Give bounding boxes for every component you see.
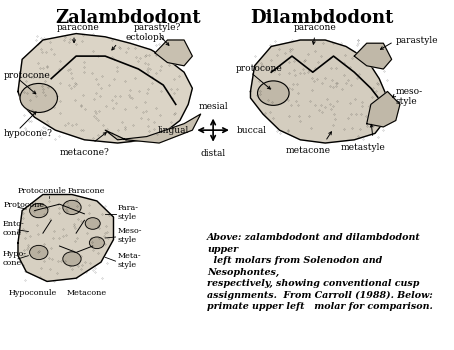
Circle shape	[85, 218, 100, 229]
Text: lingual: lingual	[158, 126, 189, 135]
Circle shape	[63, 252, 81, 266]
Polygon shape	[155, 40, 192, 66]
Text: metacone?: metacone?	[59, 148, 109, 157]
Circle shape	[257, 81, 289, 105]
Text: Dilambdodont: Dilambdodont	[251, 9, 394, 27]
Text: paracone: paracone	[57, 23, 99, 32]
Text: metastyle: metastyle	[340, 143, 385, 152]
Text: hypocone?: hypocone?	[4, 129, 52, 138]
Text: Hypoconule: Hypoconule	[9, 289, 57, 298]
Text: protocone: protocone	[236, 64, 283, 74]
Text: distal: distal	[201, 149, 226, 159]
Text: parastyle?: parastyle?	[133, 23, 181, 32]
Text: metacone: metacone	[286, 146, 331, 155]
Text: Zalambdodont: Zalambdodont	[55, 9, 201, 27]
Text: parastyle: parastyle	[396, 35, 438, 44]
Text: Paracone: Paracone	[68, 187, 105, 195]
Polygon shape	[354, 43, 392, 69]
Polygon shape	[105, 114, 201, 143]
Text: Para-
style: Para- style	[118, 204, 138, 221]
Polygon shape	[18, 34, 192, 143]
Text: Meta-
style: Meta- style	[118, 252, 141, 269]
Polygon shape	[251, 40, 387, 143]
Text: Above: zalambdodont and dilambdodont upper
  left molars from Solenodon and Neso: Above: zalambdodont and dilambdodont upp…	[207, 233, 433, 311]
Text: Protoconule: Protoconule	[18, 187, 67, 195]
Circle shape	[30, 245, 48, 260]
Polygon shape	[18, 195, 114, 281]
Text: Hypo-
cone: Hypo- cone	[3, 250, 27, 267]
Text: Metacone: Metacone	[66, 289, 107, 298]
Text: protocone: protocone	[4, 71, 50, 80]
Circle shape	[20, 83, 58, 112]
Text: Ento-
cone: Ento- cone	[3, 220, 25, 237]
Text: buccal: buccal	[237, 126, 267, 135]
Text: Meso-
style: Meso- style	[118, 227, 142, 244]
Circle shape	[30, 204, 48, 218]
Text: Protocone: Protocone	[4, 201, 44, 209]
Text: ectoloph: ectoloph	[126, 33, 166, 42]
Text: paracone: paracone	[293, 23, 336, 32]
Text: meso-
style: meso- style	[396, 87, 423, 106]
Polygon shape	[367, 91, 400, 127]
Circle shape	[89, 237, 104, 248]
Text: mesial: mesial	[198, 102, 228, 111]
Circle shape	[63, 200, 81, 215]
